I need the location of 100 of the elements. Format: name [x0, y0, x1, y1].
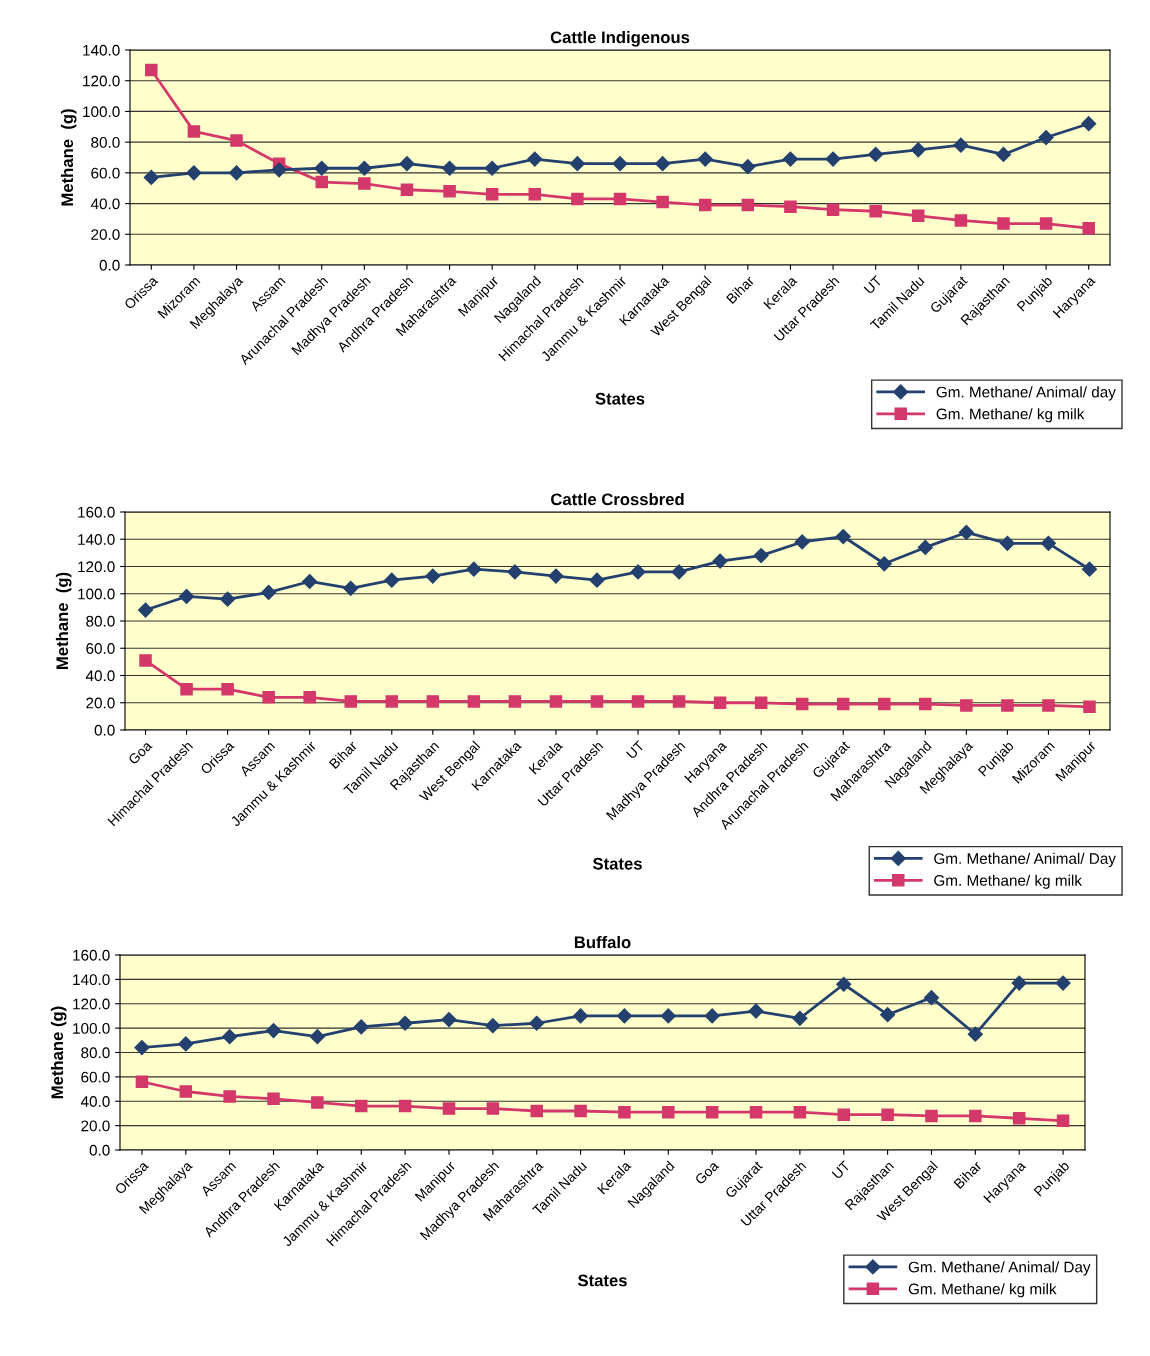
- y-tick-label: 20.0: [91, 229, 120, 240]
- point: [398, 1099, 412, 1113]
- legend-label: Gm. Methane/ kg milk: [934, 874, 1082, 889]
- point: [704, 1008, 720, 1024]
- point: [385, 695, 399, 708]
- point: [656, 195, 669, 209]
- point: [868, 146, 884, 162]
- y-tick-label: 100.0: [83, 106, 120, 118]
- y-tick-label: 0.0: [89, 1144, 110, 1156]
- point: [618, 1105, 631, 1119]
- point: [590, 695, 604, 708]
- point: [302, 573, 318, 590]
- point: [880, 1007, 896, 1023]
- point: [698, 198, 712, 212]
- point: [548, 568, 564, 584]
- legend-label: Gm. Methane/ Animal/ day: [936, 386, 1116, 401]
- point: [1040, 535, 1057, 551]
- point: [139, 654, 152, 667]
- point: [612, 156, 628, 172]
- point: [441, 160, 458, 176]
- point: [571, 192, 584, 206]
- point: [969, 1109, 982, 1123]
- y-tick-label: 20.0: [81, 1120, 110, 1132]
- x-tick-label: Goa: [127, 739, 153, 765]
- point: [343, 580, 359, 596]
- point: [662, 1105, 675, 1119]
- point: [443, 185, 456, 198]
- point: [137, 602, 154, 618]
- point: [507, 564, 523, 580]
- point: [953, 137, 969, 153]
- point: [354, 1099, 368, 1113]
- point: [356, 160, 372, 176]
- point: [178, 588, 195, 605]
- point: [230, 134, 243, 147]
- point: [228, 165, 245, 181]
- point: [660, 1008, 676, 1024]
- y-tick-label: 140.0: [73, 974, 110, 986]
- point: [484, 160, 500, 176]
- point: [631, 695, 645, 708]
- point: [793, 1105, 807, 1119]
- point: [485, 188, 499, 201]
- point: [869, 204, 882, 218]
- point: [303, 691, 316, 704]
- point: [574, 1104, 587, 1118]
- point: [1039, 217, 1053, 230]
- point: [1056, 1114, 1070, 1128]
- point: [835, 528, 851, 545]
- point: [1082, 221, 1095, 235]
- y-tick-label: 140.0: [83, 44, 120, 56]
- point: [143, 169, 159, 186]
- y-tick-label: 60.0: [86, 643, 115, 654]
- point: [878, 697, 891, 711]
- point: [572, 1008, 589, 1024]
- chart-title: Cattle Indigenous: [550, 30, 690, 47]
- point: [616, 1008, 633, 1024]
- point: [613, 192, 627, 206]
- y-tick-label: 80.0: [91, 137, 120, 148]
- point: [267, 1092, 280, 1106]
- y-tick-label: 120.0: [83, 75, 120, 87]
- point: [784, 200, 797, 213]
- point: [910, 142, 926, 158]
- point: [1001, 699, 1014, 712]
- point: [527, 151, 543, 167]
- point: [836, 976, 852, 992]
- chart-title: Cattle Crossbred: [551, 492, 684, 506]
- point: [672, 695, 686, 708]
- point: [486, 1102, 500, 1115]
- point: [671, 564, 687, 580]
- point: [792, 1010, 808, 1026]
- point: [630, 564, 646, 580]
- point: [837, 1108, 851, 1121]
- point: [442, 1102, 456, 1115]
- point: [145, 63, 158, 77]
- point: [528, 188, 542, 201]
- point: [467, 695, 481, 708]
- point: [960, 699, 973, 712]
- y-axis-title: Methane (g): [60, 109, 77, 206]
- point: [529, 1015, 545, 1031]
- point: [485, 1018, 501, 1034]
- point: [881, 1108, 894, 1121]
- point: [265, 1022, 282, 1039]
- point: [441, 1012, 457, 1028]
- point: [753, 548, 769, 564]
- point: [999, 535, 1015, 551]
- y-tick-label: 60.0: [91, 167, 120, 179]
- point: [754, 696, 768, 710]
- point: [825, 151, 841, 167]
- point: [925, 1109, 938, 1123]
- legend-label: Gm. Methane/ kg milk: [936, 408, 1085, 423]
- point: [712, 553, 728, 569]
- y-tick-label: 40.0: [80, 1096, 110, 1107]
- point: [997, 217, 1010, 230]
- point: [876, 556, 892, 572]
- point: [1042, 699, 1055, 712]
- point: [271, 162, 287, 178]
- point: [705, 1105, 719, 1119]
- point: [135, 1075, 149, 1089]
- y-axis-title: Methane (g): [55, 572, 72, 669]
- point: [187, 125, 201, 138]
- point: [221, 682, 234, 696]
